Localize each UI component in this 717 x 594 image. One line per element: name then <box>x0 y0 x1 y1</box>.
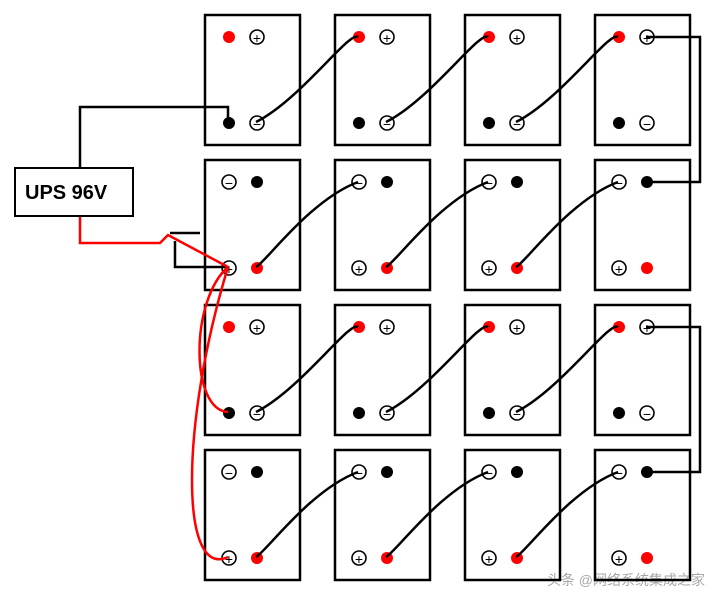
battery: −+ <box>335 160 430 290</box>
svg-text:+: + <box>615 261 623 277</box>
battery: −+ <box>465 160 560 290</box>
svg-text:+: + <box>485 261 493 277</box>
battery: +− <box>595 305 690 435</box>
svg-text:+: + <box>355 551 363 567</box>
svg-text:−: − <box>513 116 521 132</box>
svg-text:+: + <box>513 320 521 336</box>
battery: −+ <box>595 160 690 290</box>
svg-text:−: − <box>225 465 233 481</box>
battery: +− <box>465 305 560 435</box>
svg-text:−: − <box>643 116 651 132</box>
svg-text:+: + <box>615 551 623 567</box>
battery-wiring-diagram: +−+−+−+−−+−+−+−++−+−+−+−−+−+−+−+ UPS 96V… <box>0 0 717 594</box>
battery: +− <box>205 15 300 145</box>
svg-text:−: − <box>643 406 651 422</box>
battery: −+ <box>595 450 690 580</box>
svg-text:−: − <box>383 116 391 132</box>
svg-text:+: + <box>253 320 261 336</box>
svg-text:+: + <box>383 30 391 46</box>
battery: −+ <box>465 450 560 580</box>
battery: +− <box>335 15 430 145</box>
ups-label: UPS 96V <box>25 182 108 204</box>
svg-text:−: − <box>513 406 521 422</box>
svg-text:+: + <box>253 30 261 46</box>
battery: +− <box>595 15 690 145</box>
battery: −+ <box>335 450 430 580</box>
svg-text:+: + <box>513 30 521 46</box>
svg-text:−: − <box>225 175 233 191</box>
svg-text:+: + <box>383 320 391 336</box>
svg-text:−: − <box>253 116 261 132</box>
svg-text:−: − <box>253 406 261 422</box>
svg-text:+: + <box>485 551 493 567</box>
watermark-text: 头条 @网络系统集成之家 <box>547 572 705 588</box>
battery: −+ <box>205 160 300 290</box>
battery: +− <box>335 305 430 435</box>
svg-text:+: + <box>355 261 363 277</box>
battery: +− <box>205 305 300 435</box>
svg-text:−: − <box>383 406 391 422</box>
battery: +− <box>465 15 560 145</box>
